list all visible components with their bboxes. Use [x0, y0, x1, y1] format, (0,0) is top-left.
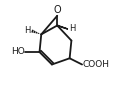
Text: HO: HO — [11, 47, 24, 56]
Text: O: O — [53, 5, 61, 15]
Text: H: H — [69, 24, 75, 33]
Polygon shape — [57, 25, 68, 29]
Text: COOH: COOH — [83, 60, 110, 69]
Text: H: H — [24, 26, 31, 35]
